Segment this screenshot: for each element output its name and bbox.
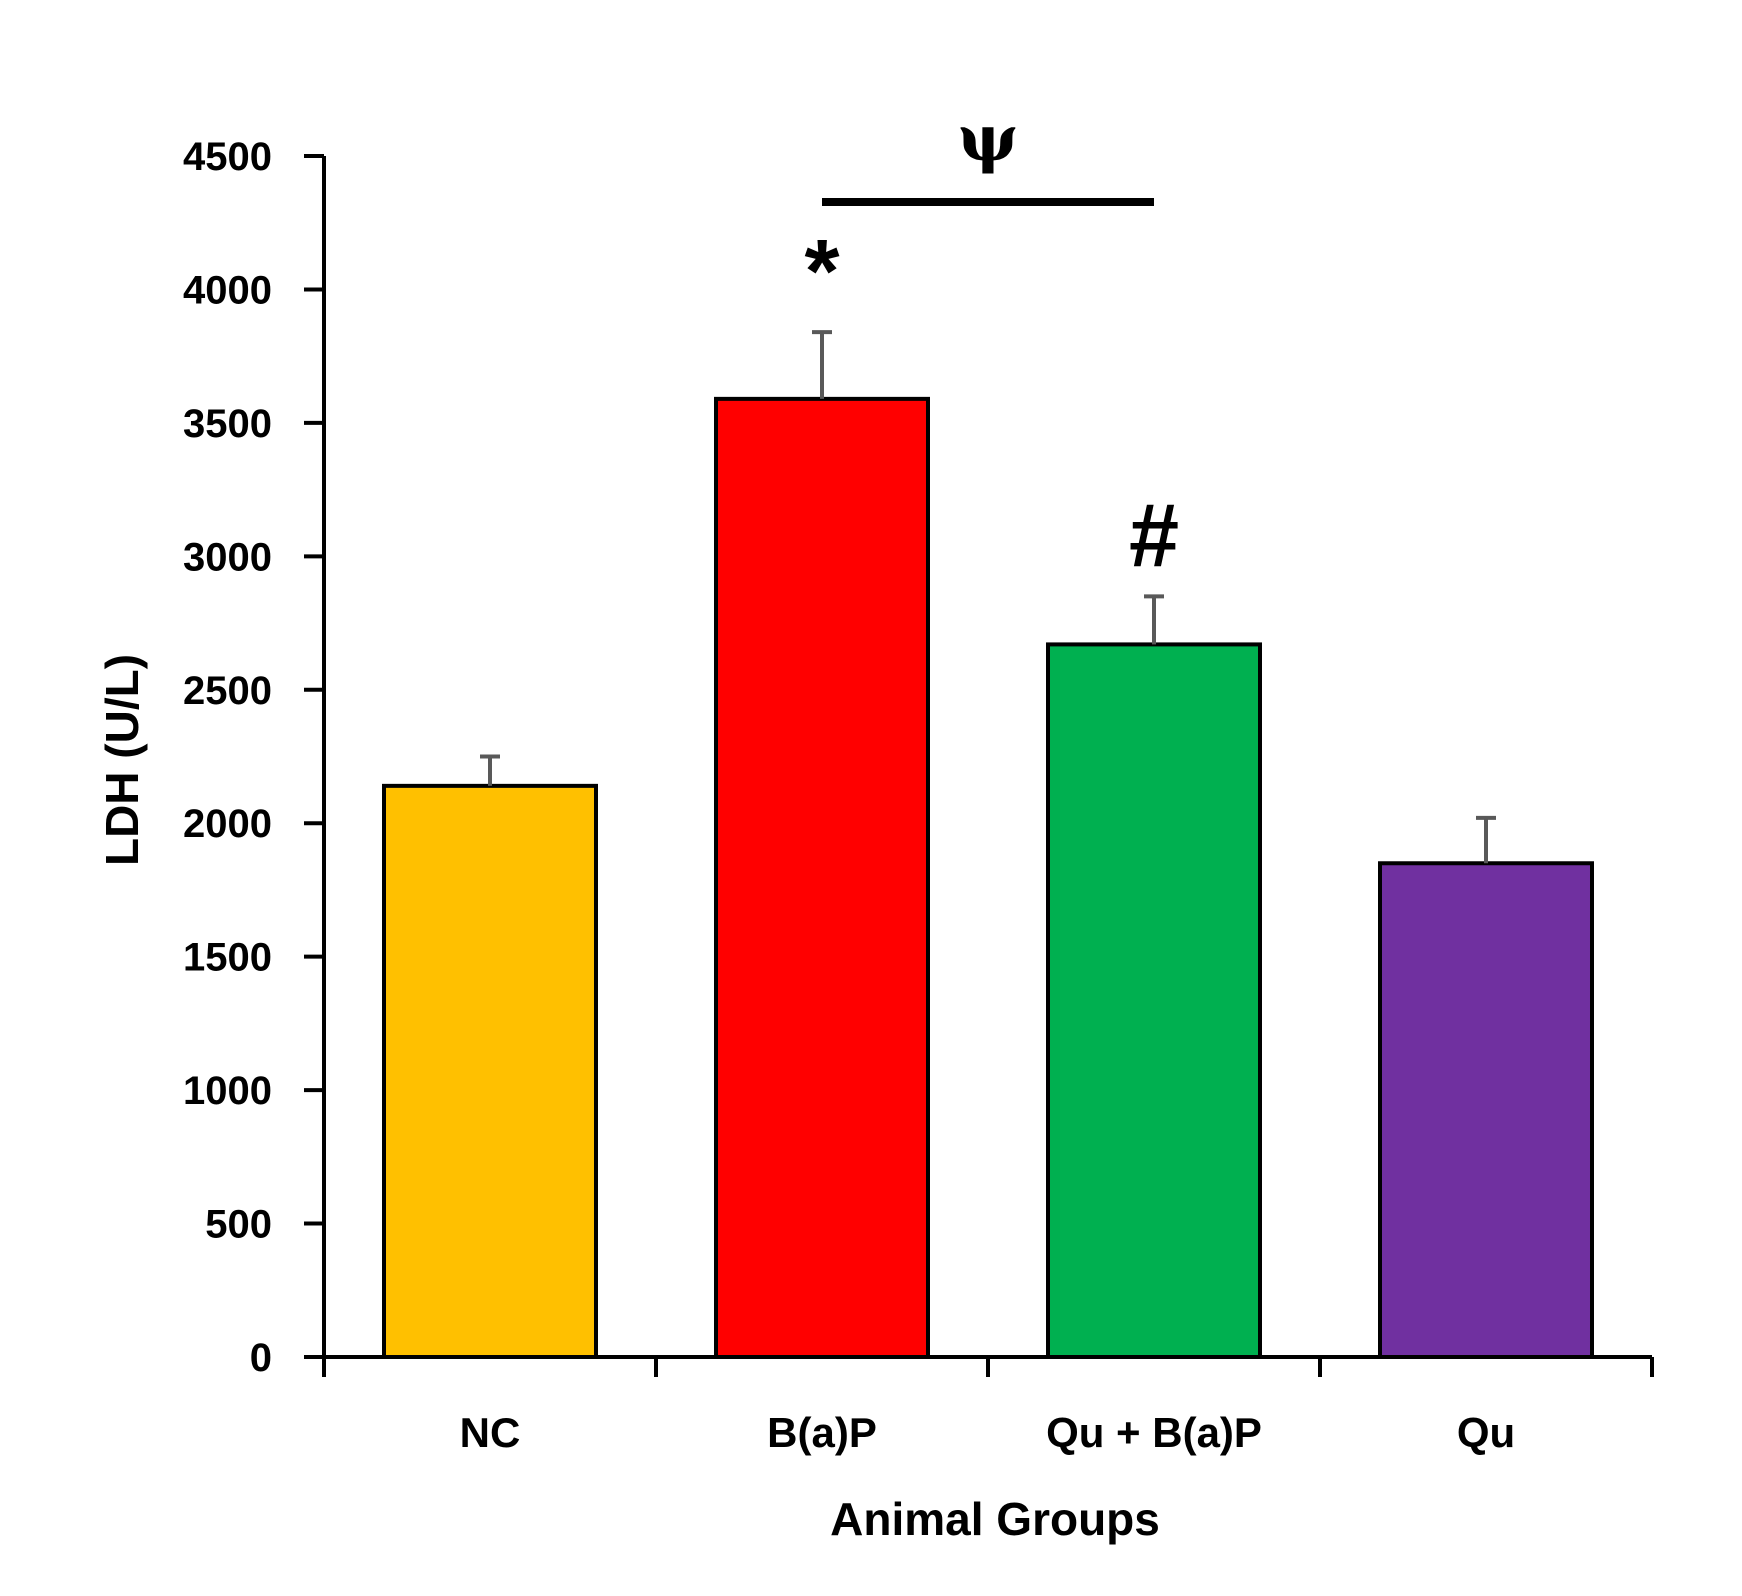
y-tick-label: 0: [250, 1336, 272, 1380]
x-tick-label: Qu: [1457, 1409, 1515, 1456]
bar: [1378, 861, 1594, 1359]
y-tick-label: 4500: [183, 135, 272, 179]
bars: [382, 396, 1594, 1359]
y-tick-label: 2000: [183, 802, 272, 846]
error-bars: [480, 330, 1496, 864]
y-axis-title: LDH (U/L): [96, 654, 148, 866]
y-tick-label: 3500: [183, 402, 272, 446]
y-tick-label: 1000: [183, 1069, 272, 1113]
significance-marker: #: [1129, 486, 1179, 586]
bar: [1046, 642, 1262, 1359]
bracket-symbol: ψ: [958, 101, 1018, 176]
x-axis-title: Animal Groups: [830, 1493, 1160, 1545]
annotations: * # ψ: [804, 101, 1179, 586]
y-tick-label: 500: [205, 1203, 272, 1247]
y-tick-label: 1500: [183, 936, 272, 980]
significance-marker: *: [804, 222, 839, 322]
x-tick-label: B(a)P: [767, 1409, 877, 1456]
x-tick-label: Qu + B(a)P: [1046, 1409, 1262, 1456]
bar: [382, 783, 598, 1359]
y-tick-label: 3000: [183, 535, 272, 579]
bar: [714, 396, 930, 1359]
y-tick-label: 4000: [183, 268, 272, 312]
x-tick-label: NC: [460, 1409, 521, 1456]
y-tick-label: 2500: [183, 669, 272, 713]
axes: 0 500 1000 1500 2000 2500 3000 3500 4000 4500 NC B(…: [183, 135, 1654, 1456]
